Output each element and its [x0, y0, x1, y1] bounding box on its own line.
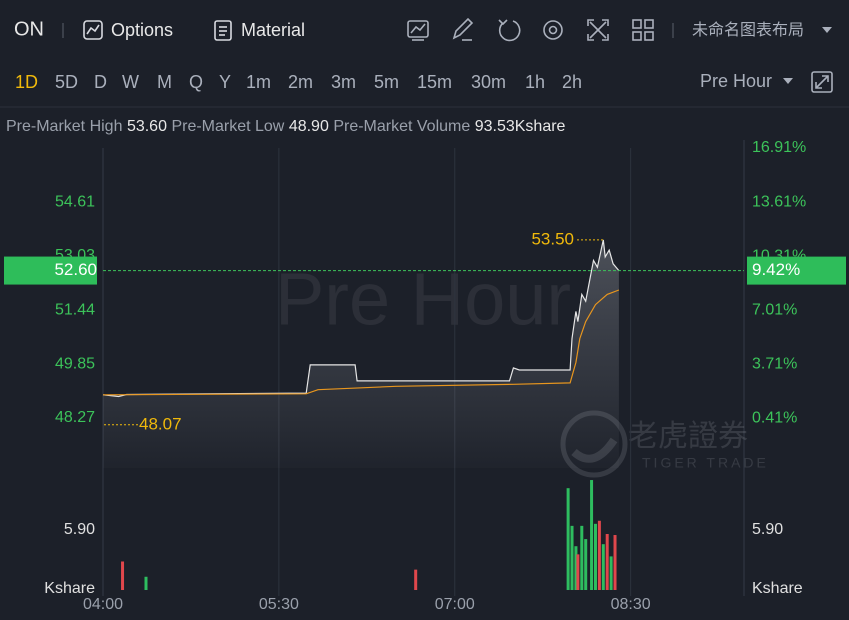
period-button[interactable]: Y — [219, 72, 231, 92]
period-button[interactable]: M — [157, 72, 172, 92]
volume-bar — [601, 544, 605, 590]
watermark: Pre Hour — [275, 258, 571, 341]
material-icon[interactable] — [214, 20, 232, 41]
volume-bar — [597, 520, 601, 590]
period-button[interactable]: 2h — [562, 72, 582, 92]
volume-tick-label: 5.90 — [64, 521, 95, 538]
volume-bar — [605, 534, 609, 590]
stat-label: Pre-Market Low — [171, 118, 284, 135]
volume-unit: Kshare — [44, 580, 95, 597]
stat-label: Pre-Market High — [6, 118, 122, 135]
y2-tick-label: 3.71% — [752, 355, 797, 372]
volume-bar — [580, 525, 584, 590]
prev-close-label: 48.07 — [139, 414, 182, 433]
stat-value: 48.90 — [289, 118, 329, 135]
period-button[interactable]: 5D — [55, 72, 78, 92]
volume-bar — [566, 488, 570, 590]
layout-name[interactable]: 未命名图表布局 — [692, 21, 804, 39]
y-tick-label: 49.85 — [55, 355, 95, 372]
y-tick-label: 48.27 — [55, 409, 95, 426]
price-area — [103, 239, 619, 468]
average-line — [102, 289, 620, 396]
period-button[interactable]: 15m — [417, 72, 452, 92]
volume-bar — [576, 554, 580, 590]
options-icon[interactable] — [83, 20, 103, 40]
volume-bar — [590, 480, 594, 590]
fullscreen-icon[interactable] — [587, 19, 609, 41]
layout-icon[interactable] — [632, 19, 654, 41]
period-button[interactable]: Q — [189, 72, 203, 92]
draw-icon[interactable] — [452, 17, 474, 41]
volume-bar — [574, 546, 578, 590]
dropdown-arrow[interactable] — [822, 27, 832, 33]
x-tick-label: 05:30 — [259, 596, 299, 613]
period-button[interactable]: 5m — [374, 72, 399, 92]
period-bar: 1D 5D D W M Q Y 1m 2m 3m 5m 15m 30m 1h 2h — [15, 72, 582, 92]
period-button[interactable]: 3m — [331, 72, 356, 92]
period-button[interactable]: 1h — [525, 72, 545, 92]
brand-logo: 老虎證券 TIGER TRADE — [560, 410, 769, 478]
logo-brand: TIGER TRADE — [642, 455, 769, 471]
volume-bar — [570, 525, 574, 590]
x-tick-label: 04:00 — [83, 596, 123, 613]
logo-name: 老虎證券 — [628, 420, 748, 453]
y-tick-label: 51.44 — [55, 301, 95, 318]
volume-bar — [121, 561, 125, 590]
expand-icon[interactable] — [811, 71, 833, 93]
y2-tick-label: 0.41% — [752, 409, 797, 426]
period-button[interactable]: D — [94, 72, 107, 92]
stat-label: Pre-Market Volume — [333, 118, 470, 135]
last-price-tag — [4, 256, 97, 285]
volume-bar — [613, 535, 617, 590]
volume-bar — [584, 539, 588, 590]
indicator-icon[interactable] — [407, 20, 429, 41]
period-button[interactable]: W — [122, 72, 139, 92]
x-tick-label: 07:00 — [435, 596, 475, 613]
high-marker-label: 53.50 — [531, 229, 574, 248]
volume-bar — [144, 576, 148, 590]
reset-icon[interactable] — [498, 19, 521, 42]
period-button[interactable]: 30m — [471, 72, 506, 92]
volume-bar — [593, 523, 597, 590]
stat-value: 53.60 — [127, 118, 167, 135]
session-selector[interactable]: Pre Hour — [700, 71, 772, 91]
y2-tick-label: 7.01% — [752, 301, 797, 318]
symbol[interactable]: ON — [14, 18, 44, 40]
period-button[interactable]: 2m — [288, 72, 313, 92]
y2-tick-label: 16.91% — [752, 139, 806, 156]
last-price-label: 52.60 — [54, 260, 97, 279]
options-button[interactable]: Options — [111, 20, 173, 40]
y-tick-label: 54.61 — [55, 193, 95, 210]
period-button[interactable]: 1D — [15, 72, 38, 92]
stat-value: 93.53Kshare — [475, 118, 566, 135]
chart: 04:00 05:30 07:00 08:3054.6153.0351.4449.85… — [4, 139, 846, 613]
volume-bar — [609, 556, 613, 590]
stats-line: Pre-Market High 53.60 Pre-Market Low 48.… — [6, 118, 566, 135]
last-change-tag — [747, 256, 846, 285]
y2-tick-label: 13.61% — [752, 193, 806, 210]
settings-icon[interactable] — [543, 20, 563, 40]
dropdown-arrow[interactable] — [783, 78, 793, 84]
material-button[interactable]: Material — [241, 20, 305, 40]
period-button[interactable]: 1m — [246, 72, 271, 92]
x-tick-label: 08:30 — [611, 596, 651, 613]
last-change-label: 9.42% — [752, 260, 800, 279]
volume-tick-label: 5.90 — [752, 521, 783, 538]
volume-unit: Kshare — [752, 580, 803, 597]
price-line — [102, 239, 620, 398]
volume-bar — [414, 569, 418, 590]
